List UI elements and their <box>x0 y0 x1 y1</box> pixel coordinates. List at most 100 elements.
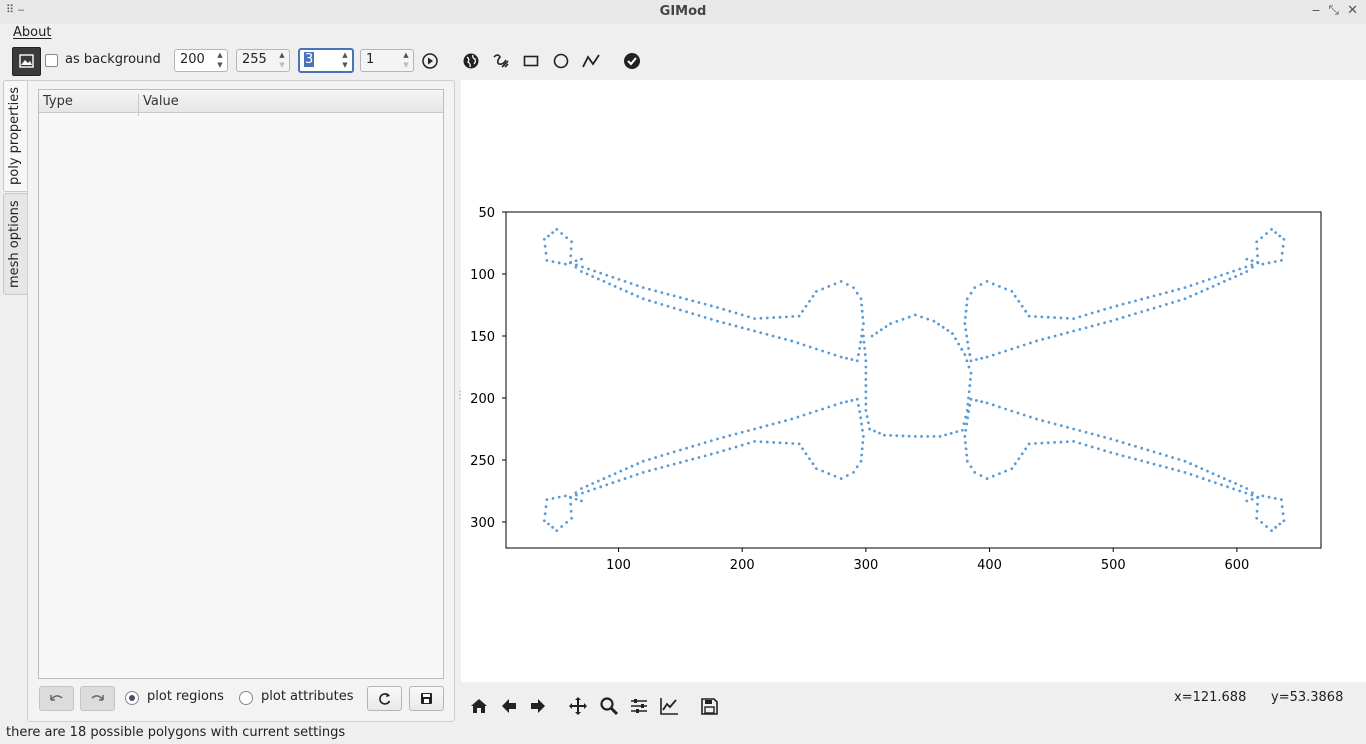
data-point <box>964 428 968 432</box>
data-point <box>821 287 825 291</box>
data-point <box>728 447 732 451</box>
column-header-type[interactable]: Type <box>43 94 73 109</box>
data-point <box>974 399 978 402</box>
threshold-max-spinbox[interactable]: 255 ▲ ▼ <box>236 49 290 72</box>
data-point <box>1109 437 1113 441</box>
data-point <box>1220 273 1223 277</box>
data-point <box>623 280 627 283</box>
edit-axis-icon[interactable] <box>659 696 679 716</box>
data-point <box>932 435 936 438</box>
rectangle-icon[interactable] <box>522 52 540 70</box>
data-point <box>833 282 837 286</box>
data-point <box>570 240 573 244</box>
data-point <box>1256 495 1260 499</box>
data-point <box>1096 323 1100 326</box>
x-tick-label: 500 <box>1101 558 1126 573</box>
data-point <box>611 275 615 279</box>
title-bar: ⠿ ‒ GIMod ‒ ⤡ ✕ <box>0 0 1366 25</box>
data-point <box>625 289 628 293</box>
globe-icon[interactable] <box>462 52 480 70</box>
data-point <box>1245 499 1249 503</box>
scatter-plot: 100 200 300 400 500 600 50 100 150 200 250 300 <box>470 206 1322 573</box>
data-point <box>547 234 550 238</box>
save-button[interactable] <box>409 686 444 711</box>
polyline-icon[interactable] <box>582 52 600 70</box>
data-point <box>543 244 547 248</box>
data-point <box>1256 502 1259 506</box>
data-point <box>1103 321 1106 325</box>
data-point <box>569 254 573 258</box>
window-controls[interactable]: ‒ ⤡ ✕ <box>1311 3 1358 18</box>
data-point <box>716 319 719 323</box>
circle-icon[interactable] <box>552 52 570 70</box>
plot-attributes-radio[interactable] <box>239 691 253 705</box>
redo-button[interactable] <box>80 686 115 711</box>
data-point <box>641 286 645 290</box>
data-point <box>862 322 865 325</box>
plot-canvas[interactable]: 100 200 300 400 500 600 50 100 150 200 250 300 <box>461 80 1366 682</box>
data-point <box>965 459 969 463</box>
data-point <box>1146 461 1150 464</box>
smoothing-spinbox[interactable]: 1 ▲ ▼ <box>360 49 414 72</box>
data-point <box>574 259 578 263</box>
undo-button[interactable] <box>39 686 74 711</box>
configure-subplots-icon[interactable] <box>629 696 649 716</box>
data-point <box>611 481 615 485</box>
plot-regions-radio[interactable] <box>125 691 139 705</box>
data-point <box>811 294 815 298</box>
menu-about[interactable]: About <box>13 25 52 40</box>
data-point <box>808 345 812 349</box>
data-point <box>1195 475 1199 478</box>
data-point <box>845 356 848 360</box>
refresh-button[interactable] <box>367 686 402 711</box>
panel-splitter[interactable] <box>455 80 465 720</box>
data-point <box>617 277 621 281</box>
column-header-value[interactable]: Value <box>143 94 179 109</box>
data-point <box>960 347 964 351</box>
properties-table[interactable]: Type Value <box>38 89 444 679</box>
check-circle-icon[interactable] <box>623 52 641 70</box>
data-point <box>901 317 905 321</box>
data-point <box>678 308 682 312</box>
data-point <box>998 351 1001 355</box>
data-point <box>1228 479 1232 483</box>
save-figure-icon[interactable] <box>699 696 719 716</box>
color-count-spinbox[interactable]: 3 ▲ ▼ <box>298 48 354 73</box>
data-point <box>907 434 911 438</box>
data-point <box>1244 265 1248 269</box>
data-point <box>591 275 595 278</box>
image-button[interactable] <box>12 47 41 76</box>
data-point <box>1206 287 1209 291</box>
tab-poly-properties[interactable]: poly properties <box>3 80 28 192</box>
as-background-checkbox[interactable] <box>45 54 58 67</box>
data-point <box>1065 316 1069 320</box>
data-point <box>641 470 645 474</box>
window-menu-icon[interactable]: ⠿ ‒ <box>6 3 25 16</box>
play-icon[interactable] <box>421 52 439 70</box>
tab-mesh-options[interactable]: mesh options <box>3 193 29 295</box>
back-icon[interactable] <box>499 696 519 716</box>
data-point <box>784 441 788 445</box>
data-point <box>1255 509 1259 513</box>
data-point <box>864 396 868 400</box>
threshold-min-spinbox[interactable]: 200 ▲ ▼ <box>174 49 228 72</box>
data-point <box>734 445 738 449</box>
y-tick-label: 200 <box>470 392 495 407</box>
home-icon[interactable] <box>469 696 489 716</box>
forward-icon[interactable] <box>528 696 548 716</box>
data-point <box>839 401 843 405</box>
data-point <box>865 415 869 418</box>
freehand-icon[interactable] <box>492 52 510 70</box>
data-point <box>1201 477 1205 480</box>
pan-icon[interactable] <box>568 696 588 716</box>
data-point <box>1028 341 1032 345</box>
data-point <box>1282 237 1286 241</box>
data-point <box>833 403 837 407</box>
data-point <box>895 320 899 323</box>
left-tab-bar: poly properties mesh options <box>3 80 29 720</box>
data-point <box>1255 516 1259 520</box>
zoom-icon[interactable] <box>599 696 619 716</box>
data-point <box>1265 525 1268 528</box>
data-point <box>1274 231 1278 235</box>
data-point <box>1096 434 1100 437</box>
